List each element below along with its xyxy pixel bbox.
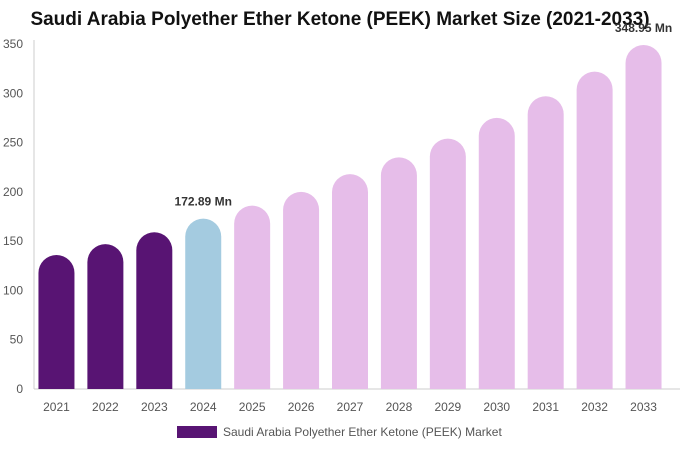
x-tick-label: 2026: [288, 400, 315, 414]
x-tick-label: 2024: [190, 400, 217, 414]
x-tick-label: 2029: [434, 400, 461, 414]
y-tick-label: 50: [10, 333, 24, 347]
y-tick-label: 200: [3, 185, 23, 199]
x-tick-label: 2033: [630, 400, 657, 414]
bar-2023: [136, 232, 173, 389]
legend-swatch: [177, 426, 217, 438]
x-tick-label: 2031: [532, 400, 559, 414]
x-tick-label: 2028: [386, 400, 413, 414]
data-label-2024: 172.89 Mn: [175, 195, 232, 209]
bar-2026: [283, 191, 320, 389]
chart-title: Saudi Arabia Polyether Ether Ketone (PEE…: [30, 9, 650, 30]
legend[interactable]: Saudi Arabia Polyether Ether Ketone (PEE…: [177, 425, 502, 439]
x-tick-label: 2021: [43, 400, 70, 414]
data-label-2033: 348.95 Mn: [615, 21, 672, 35]
x-tick-label: 2032: [581, 400, 608, 414]
x-tick-label: 2030: [483, 400, 510, 414]
y-tick-label: 0: [16, 382, 23, 396]
bar-2031: [527, 96, 564, 389]
y-tick-label: 100: [3, 283, 23, 297]
y-tick-label: 350: [3, 37, 23, 51]
bar-2032: [576, 71, 613, 389]
bar-2022: [87, 244, 124, 389]
x-tick-label: 2025: [239, 400, 266, 414]
bar-2025: [234, 205, 271, 389]
y-tick-label: 300: [3, 86, 23, 100]
legend-label: Saudi Arabia Polyether Ether Ketone (PEE…: [223, 425, 502, 439]
x-tick-label: 2023: [141, 400, 168, 414]
x-tick-label: 2027: [337, 400, 364, 414]
bar-2028: [380, 157, 417, 389]
bar-2033: [625, 45, 662, 389]
x-tick-label: 2022: [92, 400, 119, 414]
y-tick-label: 150: [3, 234, 23, 248]
bar-2024: [185, 218, 222, 389]
bar-2030: [478, 117, 515, 389]
bar-2029: [429, 138, 466, 389]
bar-2021: [38, 254, 75, 389]
y-tick-label: 250: [3, 136, 23, 150]
bar-2027: [332, 174, 368, 389]
